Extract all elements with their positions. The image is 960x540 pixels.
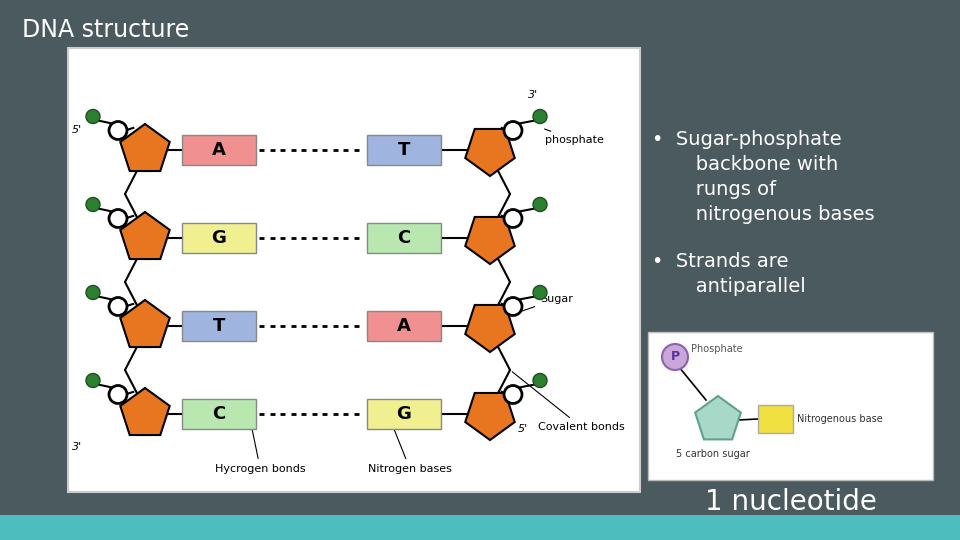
- Bar: [0, 515, 960, 540]
- Text: •  Sugar-phosphate
       backbone with
       rungs of
       nitrogenous bases: • Sugar-phosphate backbone with rungs of…: [652, 130, 875, 224]
- Circle shape: [504, 210, 522, 227]
- Text: C: C: [397, 229, 411, 247]
- Text: Nitrogenous base: Nitrogenous base: [797, 414, 883, 424]
- Circle shape: [533, 286, 547, 300]
- FancyBboxPatch shape: [182, 135, 256, 165]
- Text: Covalent bonds: Covalent bonds: [513, 372, 625, 432]
- FancyBboxPatch shape: [367, 311, 441, 341]
- Text: G: G: [396, 405, 412, 423]
- FancyBboxPatch shape: [367, 399, 441, 429]
- Text: Nitrogen bases: Nitrogen bases: [368, 422, 452, 474]
- Polygon shape: [120, 300, 170, 347]
- Polygon shape: [695, 396, 741, 440]
- Text: 5': 5': [72, 125, 83, 135]
- Circle shape: [86, 286, 100, 300]
- Text: phosphate: phosphate: [544, 129, 604, 145]
- Text: •  Strands are
       antiparallel: • Strands are antiparallel: [652, 252, 805, 296]
- FancyBboxPatch shape: [182, 399, 256, 429]
- Polygon shape: [466, 305, 515, 352]
- Circle shape: [86, 110, 100, 124]
- Polygon shape: [466, 129, 515, 176]
- Circle shape: [504, 386, 522, 403]
- Bar: [648, 332, 933, 480]
- Polygon shape: [466, 217, 515, 264]
- Polygon shape: [120, 388, 170, 435]
- Text: A: A: [212, 141, 226, 159]
- Polygon shape: [466, 393, 515, 440]
- Text: T: T: [397, 141, 410, 159]
- Text: C: C: [212, 405, 226, 423]
- Circle shape: [533, 110, 547, 124]
- Polygon shape: [120, 124, 170, 171]
- FancyBboxPatch shape: [367, 223, 441, 253]
- Text: 3': 3': [528, 90, 539, 100]
- Circle shape: [109, 298, 127, 315]
- Text: G: G: [211, 229, 227, 247]
- Text: 5': 5': [518, 424, 528, 434]
- Text: 5 carbon sugar: 5 carbon sugar: [676, 449, 750, 459]
- Text: P: P: [670, 350, 680, 363]
- Text: Phosphate: Phosphate: [691, 344, 743, 354]
- Bar: [68, 48, 640, 492]
- Text: Sugar: Sugar: [511, 294, 573, 315]
- Text: T: T: [213, 317, 226, 335]
- FancyBboxPatch shape: [182, 223, 256, 253]
- Circle shape: [662, 344, 688, 370]
- Circle shape: [504, 298, 522, 315]
- Text: 1 nucleotide: 1 nucleotide: [705, 488, 876, 516]
- Bar: [758, 405, 793, 433]
- Circle shape: [109, 210, 127, 227]
- Circle shape: [109, 122, 127, 139]
- Circle shape: [86, 198, 100, 212]
- Text: DNA structure: DNA structure: [22, 18, 189, 42]
- Polygon shape: [120, 212, 170, 259]
- Text: A: A: [397, 317, 411, 335]
- Circle shape: [109, 386, 127, 403]
- FancyBboxPatch shape: [367, 135, 441, 165]
- Circle shape: [533, 198, 547, 212]
- Circle shape: [86, 374, 100, 388]
- Text: 3': 3': [72, 442, 83, 452]
- Circle shape: [504, 122, 522, 139]
- FancyBboxPatch shape: [182, 311, 256, 341]
- Circle shape: [533, 374, 547, 388]
- Text: Hycrogen bonds: Hycrogen bonds: [215, 422, 305, 474]
